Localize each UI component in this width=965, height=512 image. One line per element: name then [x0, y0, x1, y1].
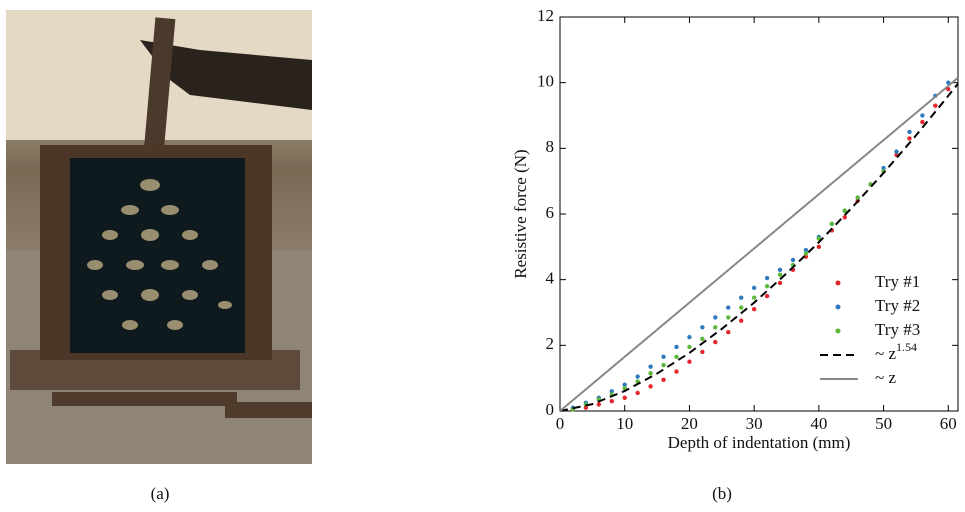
- data-point: [764, 284, 770, 289]
- data-point: [687, 334, 692, 340]
- data-point: [609, 398, 614, 404]
- legend-label: ~ z1.54: [875, 340, 917, 363]
- data-point: [700, 325, 705, 330]
- data-point: [777, 280, 783, 286]
- data-point: [907, 136, 912, 141]
- data-point: [661, 377, 666, 383]
- data-point: [713, 325, 718, 330]
- data-point: [855, 195, 860, 200]
- data-point: [920, 113, 925, 118]
- data-point: [751, 285, 757, 291]
- data-point: [713, 315, 718, 320]
- data-point: [933, 103, 938, 108]
- data-point: [609, 389, 614, 394]
- y-tick-label: 0: [546, 400, 555, 419]
- y-axis-label: Resistive force (N): [511, 149, 530, 278]
- y-tick-label: 4: [546, 269, 555, 288]
- fit-line: [559, 76, 959, 412]
- data-point: [816, 244, 822, 250]
- legend-superscript: 1.54: [896, 340, 917, 354]
- plot-area: 0 10 20 30 40 50 60 0 2 4 6 8 10 12 Depth of indentati…: [511, 6, 959, 452]
- data-point: [687, 344, 692, 350]
- legend-text: ~ z: [875, 344, 896, 363]
- y-tick-label: 6: [546, 203, 555, 222]
- x-axis-label: Depth of indentation (mm): [668, 433, 851, 452]
- legend-text: Try #3: [875, 320, 920, 339]
- data-point: [790, 257, 796, 263]
- data-point: [687, 359, 692, 364]
- data-point: [739, 295, 744, 300]
- data-point: [829, 221, 835, 227]
- legend-label: ~ z: [875, 368, 896, 387]
- data-point: [803, 251, 809, 256]
- legend-label: Try #3: [875, 320, 920, 339]
- x-tick-label: 0: [556, 414, 565, 433]
- x-tick-label: 20: [681, 414, 698, 433]
- legend-label: Try #1: [875, 272, 920, 291]
- data-point: [674, 369, 679, 374]
- data-point: [894, 149, 899, 154]
- x-tick-label: 30: [746, 414, 763, 433]
- legend-marker: [835, 328, 841, 334]
- data-point: [726, 315, 731, 320]
- data-point: [726, 305, 731, 310]
- data-point: [907, 129, 912, 135]
- data-point: [803, 254, 809, 259]
- data-point: [700, 349, 705, 355]
- data-point: [842, 208, 847, 213]
- legend-marker: [835, 304, 841, 310]
- data-point: [739, 305, 744, 310]
- x-tick-label: 50: [875, 414, 892, 433]
- data-point: [700, 336, 705, 341]
- data-point: [739, 318, 744, 323]
- data-point: [661, 362, 666, 368]
- data-point: [674, 344, 679, 350]
- data-point: [803, 247, 809, 253]
- legend-text: Try #1: [875, 272, 920, 291]
- data-point: [777, 267, 783, 273]
- data-point: [751, 307, 757, 312]
- photo: [6, 10, 312, 464]
- data-point: [946, 87, 951, 92]
- data-point: [648, 364, 653, 369]
- data-point: [920, 119, 925, 125]
- data-point: [881, 165, 886, 171]
- legend-text: Try #2: [875, 296, 920, 315]
- x-tick-label: 60: [940, 414, 957, 433]
- caption: (b): [712, 484, 732, 503]
- x-tick-label: 10: [616, 414, 633, 433]
- y-tick-label: 8: [546, 137, 555, 156]
- legend-marker: [835, 280, 841, 286]
- x-tick-label: 40: [810, 414, 827, 433]
- data-point: [622, 382, 627, 387]
- y-tick-label: 10: [537, 72, 554, 91]
- data-point: [635, 390, 640, 396]
- data-point: [751, 295, 757, 300]
- data-point: [777, 272, 783, 277]
- y-tick-label: 2: [546, 334, 555, 353]
- data-point: [842, 215, 847, 220]
- caption: (a): [151, 484, 170, 503]
- data-point: [583, 405, 589, 410]
- data-point: [648, 371, 653, 376]
- data-point: [648, 384, 653, 389]
- data-point: [622, 395, 627, 401]
- data-point: [596, 402, 602, 407]
- data-point: [674, 354, 679, 360]
- data-point: [635, 374, 640, 379]
- data-point: [661, 354, 666, 360]
- legend-text: ~ z: [875, 368, 896, 387]
- data-point: [726, 330, 731, 335]
- y-tick-label: 12: [537, 6, 554, 25]
- data-point: [764, 275, 770, 281]
- data-point: [622, 385, 627, 391]
- data-point: [713, 339, 718, 345]
- fit-line: [559, 83, 959, 412]
- legend-label: Try #2: [875, 296, 920, 315]
- data-point: [764, 293, 770, 299]
